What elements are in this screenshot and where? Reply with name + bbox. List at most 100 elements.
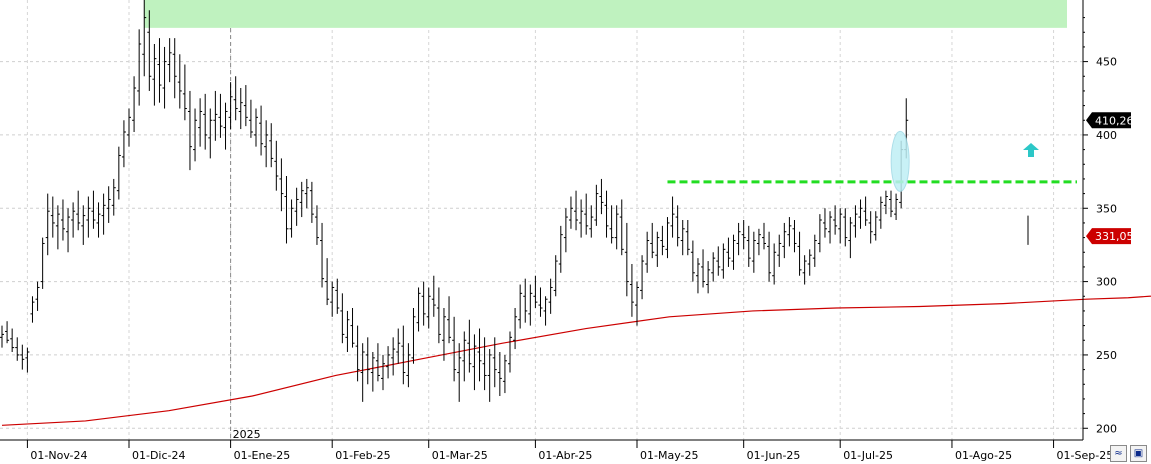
price-badge-label-0: 410,26 — [1095, 114, 1134, 127]
ohlc-bar-39 — [198, 98, 203, 147]
ohlc-bar-36 — [182, 64, 187, 121]
ohlc-bar-106 — [538, 287, 543, 317]
ohlc-bar-95 — [482, 337, 487, 391]
ohlc-bar-174 — [883, 190, 888, 215]
x-axis-band — [0, 441, 1083, 464]
ohlc-bar-135 — [685, 220, 690, 256]
price-badge-1: 331,05 — [1086, 228, 1134, 245]
ohlc-bar-80 — [406, 343, 411, 388]
ohlc-bar-159 — [807, 249, 812, 276]
ohlc-bar-73 — [370, 352, 375, 392]
ohlc-bar-175 — [889, 190, 893, 218]
ohlc-bar-165 — [838, 208, 843, 244]
ohlc-bar-123 — [624, 222, 629, 297]
ohlc-bar-91 — [462, 331, 467, 382]
ohlc-bar-112 — [568, 196, 573, 229]
ohlc-bar-108 — [548, 278, 553, 314]
y-tick-label-200: 200 — [1096, 422, 1117, 435]
ohlc-bar-150 — [762, 222, 766, 250]
ohlc-bar-40 — [203, 93, 208, 150]
ohlc-bar-121 — [614, 205, 619, 250]
ohlc-bar-3 — [15, 337, 20, 361]
ohlc-bar-19 — [96, 202, 101, 238]
price-badges: 410,26 331,05 — [1086, 112, 1134, 245]
x-tick-label-01-Nov-24: 01-Nov-24 — [30, 449, 87, 462]
ohlc-bar-115 — [584, 193, 589, 235]
ohlc-bar-20 — [101, 193, 106, 235]
save-icon[interactable]: ▣ — [1130, 445, 1147, 462]
resistance-zone — [144, 0, 1068, 28]
ohlc-bar-26 — [132, 76, 137, 132]
y-tick-label-250: 250 — [1096, 349, 1117, 362]
ohlc-bar-94 — [477, 328, 482, 382]
ohlc-bar-51 — [259, 105, 264, 156]
ohlc-bar-101 — [513, 308, 518, 350]
ohlc-bar-74 — [375, 343, 380, 382]
ohlc-bar-152 — [772, 243, 777, 285]
ohlc-bar-16 — [81, 205, 86, 245]
ohlc-bar-52 — [264, 120, 269, 168]
scale-icon[interactable]: ≈ — [1110, 445, 1127, 462]
ohlc-bar-72 — [365, 337, 370, 385]
ohlc-bar-23 — [116, 146, 121, 200]
ohlc-bar-71 — [360, 343, 365, 402]
ohlc-bar-169 — [858, 199, 863, 229]
x-tick-label-01-Mar-25: 01-Mar-25 — [432, 449, 488, 462]
ohlc-bar-29 — [147, 10, 152, 91]
price-badge-0: 410,26 — [1086, 112, 1134, 129]
price-badge-label-1: 331,05 — [1095, 230, 1134, 243]
ohlc-bar-129 — [655, 231, 660, 267]
ohlc-bar-166 — [843, 208, 848, 247]
breakout-ellipse — [890, 130, 910, 192]
x-tick-label-01-Sep-25: 01-Sep-25 — [1057, 449, 1114, 462]
grid-lines — [0, 0, 1083, 446]
ohlc-bar-148 — [751, 231, 756, 273]
ohlc-bar-42 — [213, 90, 218, 141]
ohlc-bar-70 — [355, 325, 360, 382]
ohlc-bar-0 — [0, 325, 4, 348]
ohlc-bar-22 — [111, 178, 116, 216]
ohlc-bar-142 — [721, 243, 726, 279]
ohlc-bar-102 — [518, 284, 523, 329]
ohlc-bar-27 — [137, 29, 142, 106]
ohlc-bar-45 — [228, 82, 233, 130]
ohlc-bar-66 — [335, 278, 340, 314]
ohlc-bar-156 — [792, 220, 797, 253]
ohlc-bar-25 — [127, 108, 131, 147]
ohlc-bar-110 — [558, 225, 563, 273]
ohlc-bar-145 — [736, 222, 741, 256]
ohlc-bar-14 — [71, 202, 76, 238]
ohlc-bar-154 — [782, 222, 787, 259]
ohlc-bar-33 — [167, 38, 172, 83]
ohlc-bar-13 — [66, 208, 71, 253]
ohlc-bar-35 — [177, 54, 182, 109]
ohlc-bar-100 — [508, 331, 512, 373]
ohlc-bar-141 — [716, 246, 721, 276]
ohlc-bar-64 — [325, 258, 330, 306]
x-tick-label-01-May-25: 01-May-25 — [640, 449, 698, 462]
ohlc-bar-103 — [523, 278, 528, 323]
ohlc-bar-168 — [853, 205, 858, 238]
ohlc-bar-86 — [436, 287, 441, 344]
x-tick-label-01-Ago-25: 01-Ago-25 — [955, 449, 1012, 462]
ohlc-bar-50 — [254, 108, 258, 147]
ohlc-bar-61 — [309, 181, 314, 223]
ohlc-bar-2 — [10, 328, 15, 352]
ohlc-bar-109 — [553, 255, 558, 297]
ohlc-bar-122 — [619, 199, 624, 256]
ohlc-bar-113 — [574, 190, 579, 231]
ohlc-bar-98 — [497, 352, 502, 396]
ma-line — [1, 295, 1151, 426]
ohlc-bar-93 — [472, 334, 477, 391]
ohlc-bar-131 — [665, 217, 670, 259]
x-tick-label-01-Abr-25: 01-Abr-25 — [538, 449, 592, 462]
ohlc-bar-59 — [299, 181, 304, 218]
ohlc-bar-104 — [528, 284, 533, 326]
ohlc-bar-46 — [233, 76, 238, 121]
year-label: 2025 — [233, 428, 261, 441]
ohlc-bar-176 — [894, 193, 899, 220]
x-tick-label-01-Ene-25: 01-Ene-25 — [234, 449, 291, 462]
highlight-zone — [144, 0, 1068, 28]
ohlc-bar-105 — [533, 275, 538, 308]
